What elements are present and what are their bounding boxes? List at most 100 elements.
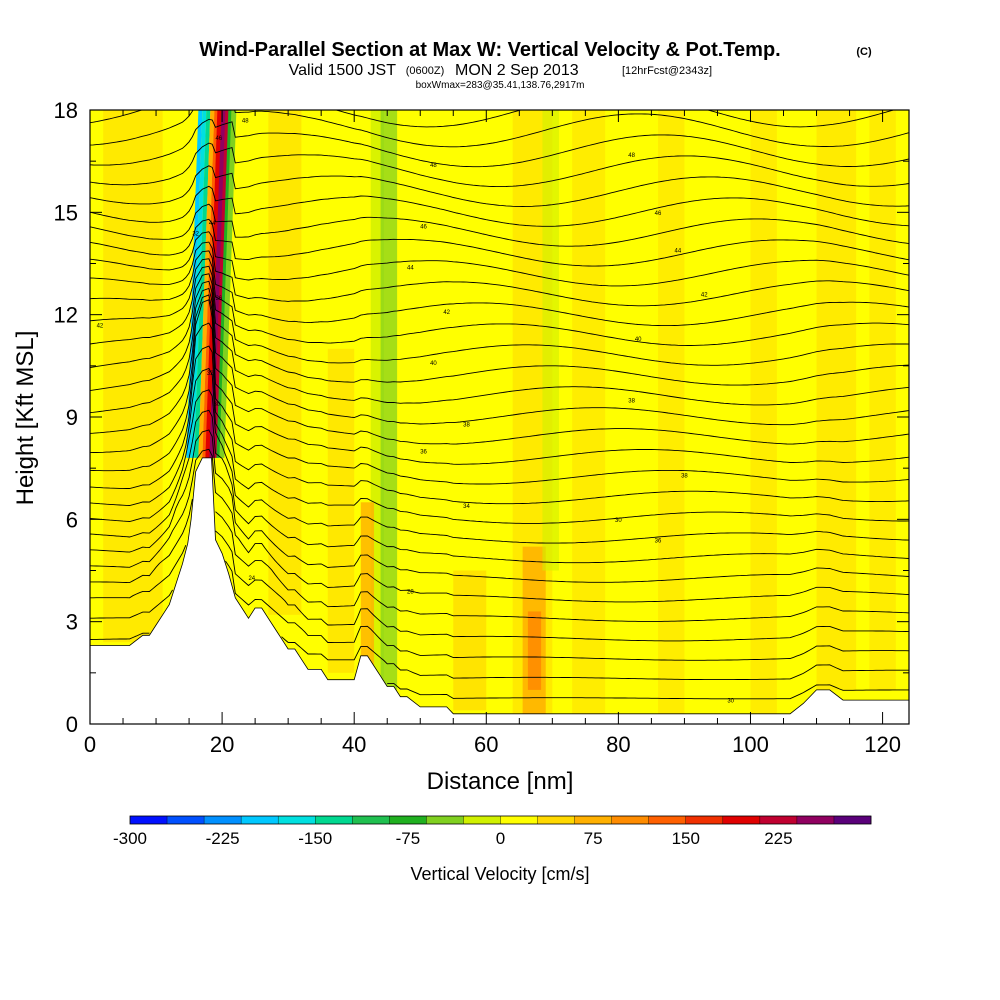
shading-band-9 [527, 611, 542, 690]
colorbar-tick-label: -150 [298, 829, 332, 848]
valid-time: Valid 1500 JST [289, 62, 397, 79]
x-tick-label: 40 [342, 732, 366, 757]
colorbar-swatch [167, 816, 205, 824]
y-tick-label: 18 [54, 98, 78, 123]
wmax-column-band-0 [186, 110, 203, 458]
isentrope-label: 48 [242, 119, 249, 125]
isentrope-label: 40 [635, 337, 642, 343]
isentrope-line [90, 273, 909, 386]
x-tick-label: 0 [84, 732, 96, 757]
colorbar-swatch [611, 816, 649, 824]
y-tick-label: 9 [66, 405, 78, 430]
isentrope-label: 42 [97, 323, 104, 329]
isentrope-label: 30 [727, 699, 734, 705]
isentrope-line [90, 429, 909, 583]
valid-date: MON 2 Sep 2013 [455, 62, 579, 79]
isentrope-line [90, 142, 909, 188]
isentrope-label: 38 [681, 473, 688, 479]
colorbar-swatch [574, 816, 612, 824]
shading-band-6 [453, 570, 487, 711]
shading-band-5 [360, 502, 375, 673]
shading-band-15 [869, 110, 896, 690]
colorbar-swatch [389, 816, 427, 824]
x-tick-label: 60 [474, 732, 498, 757]
colorbar-swatch [796, 816, 835, 824]
isentrope-line [90, 185, 909, 227]
isentrope-label: 46 [215, 136, 222, 142]
x-tick-label: 120 [864, 732, 901, 757]
isentrope-label: 40 [430, 361, 437, 367]
isentrope-line [90, 110, 896, 128]
isentrope-line [90, 322, 909, 485]
colorbar-swatch [537, 816, 575, 824]
isentrope-label: 42 [701, 293, 708, 299]
isentrope-line [90, 258, 909, 346]
colorbar-tick-label: -300 [113, 829, 147, 848]
isentrope-label: 28 [407, 589, 414, 595]
isentrope-label: 46 [420, 224, 427, 230]
isentrope-label: 44 [209, 221, 216, 227]
isentrope-label: 38 [628, 398, 635, 404]
isentrope-label: 38 [463, 422, 470, 428]
colorbar-swatch [463, 816, 501, 824]
isentrope-line [90, 118, 909, 168]
isentrope-line [90, 498, 909, 622]
isentrope-line [90, 367, 909, 524]
colorbar-tick-label: -75 [396, 829, 421, 848]
isentrope-line [90, 280, 909, 406]
y-tick-label: 12 [54, 303, 78, 328]
colorbar-swatch [833, 816, 872, 824]
valid-zulu: (0600Z) [406, 65, 445, 77]
colorbar-swatch [241, 816, 279, 824]
x-axis: 0 20 40 60 80 100 120 [84, 110, 901, 757]
isentrope-line [90, 345, 909, 505]
isentrope-line [90, 294, 909, 445]
isentrope-line [90, 299, 909, 465]
isentrope-label: 44 [407, 265, 414, 271]
isentrope-line [90, 250, 909, 327]
colorbar-label: Vertical Velocity [cm/s] [410, 864, 589, 884]
shading-band-11 [572, 110, 606, 714]
colorbar-swatch [352, 816, 390, 824]
shading-band-4 [380, 110, 398, 690]
x-tick-label: 20 [210, 732, 234, 757]
isentrope-line [90, 265, 909, 366]
isentrope-line [90, 560, 909, 661]
colorbar-tick-label: 225 [764, 829, 792, 848]
shading-band-2 [327, 348, 355, 673]
isentrope-line [90, 530, 909, 642]
y-tick-label: 6 [66, 507, 78, 532]
isentrope-line [387, 682, 909, 700]
isentrope-label: 24 [248, 576, 255, 582]
shading-band-10 [542, 110, 559, 571]
colorbar-swatch [204, 816, 242, 824]
isentrope-label: 44 [674, 248, 681, 254]
colorbar-tick-label: 0 [496, 829, 505, 848]
colorbar-swatch [685, 816, 724, 824]
shading-band-1 [268, 110, 302, 615]
isentrope-label: 32 [207, 371, 214, 377]
subtitle: Valid 1500 JST (0600Z) MON 2 Sep 2013 [1… [289, 62, 712, 79]
isentrope-line [90, 287, 909, 426]
y-tick-label: 3 [66, 610, 78, 635]
title-mark: (C) [856, 46, 872, 58]
colorbar-swatch [278, 816, 316, 824]
velocity-field: 24 28 30 34 30 36 38 36 38 38 40 40 42 42 44 46 48 42 44 46… [90, 110, 909, 724]
isentrope-line [90, 165, 909, 207]
isentrope-label: 34 [463, 504, 470, 510]
chart-title: Wind-Parallel Section at Max W: Vertical… [199, 39, 780, 61]
x-tick-label: 80 [606, 732, 630, 757]
isentrope-label: 48 [430, 163, 437, 169]
isentrope-line [90, 409, 909, 564]
colorbar-tick-label: -225 [206, 829, 240, 848]
colorbar-swatch [759, 816, 798, 824]
isentrope-line [90, 218, 909, 267]
colorbar-tick-label: 75 [584, 829, 603, 848]
isentrope-line [90, 110, 909, 148]
isentrope-label: 36 [215, 296, 222, 302]
x-axis-label: Distance [nm] [427, 768, 574, 795]
isentrope-line [90, 203, 909, 247]
colorbar-swatch [648, 816, 687, 824]
